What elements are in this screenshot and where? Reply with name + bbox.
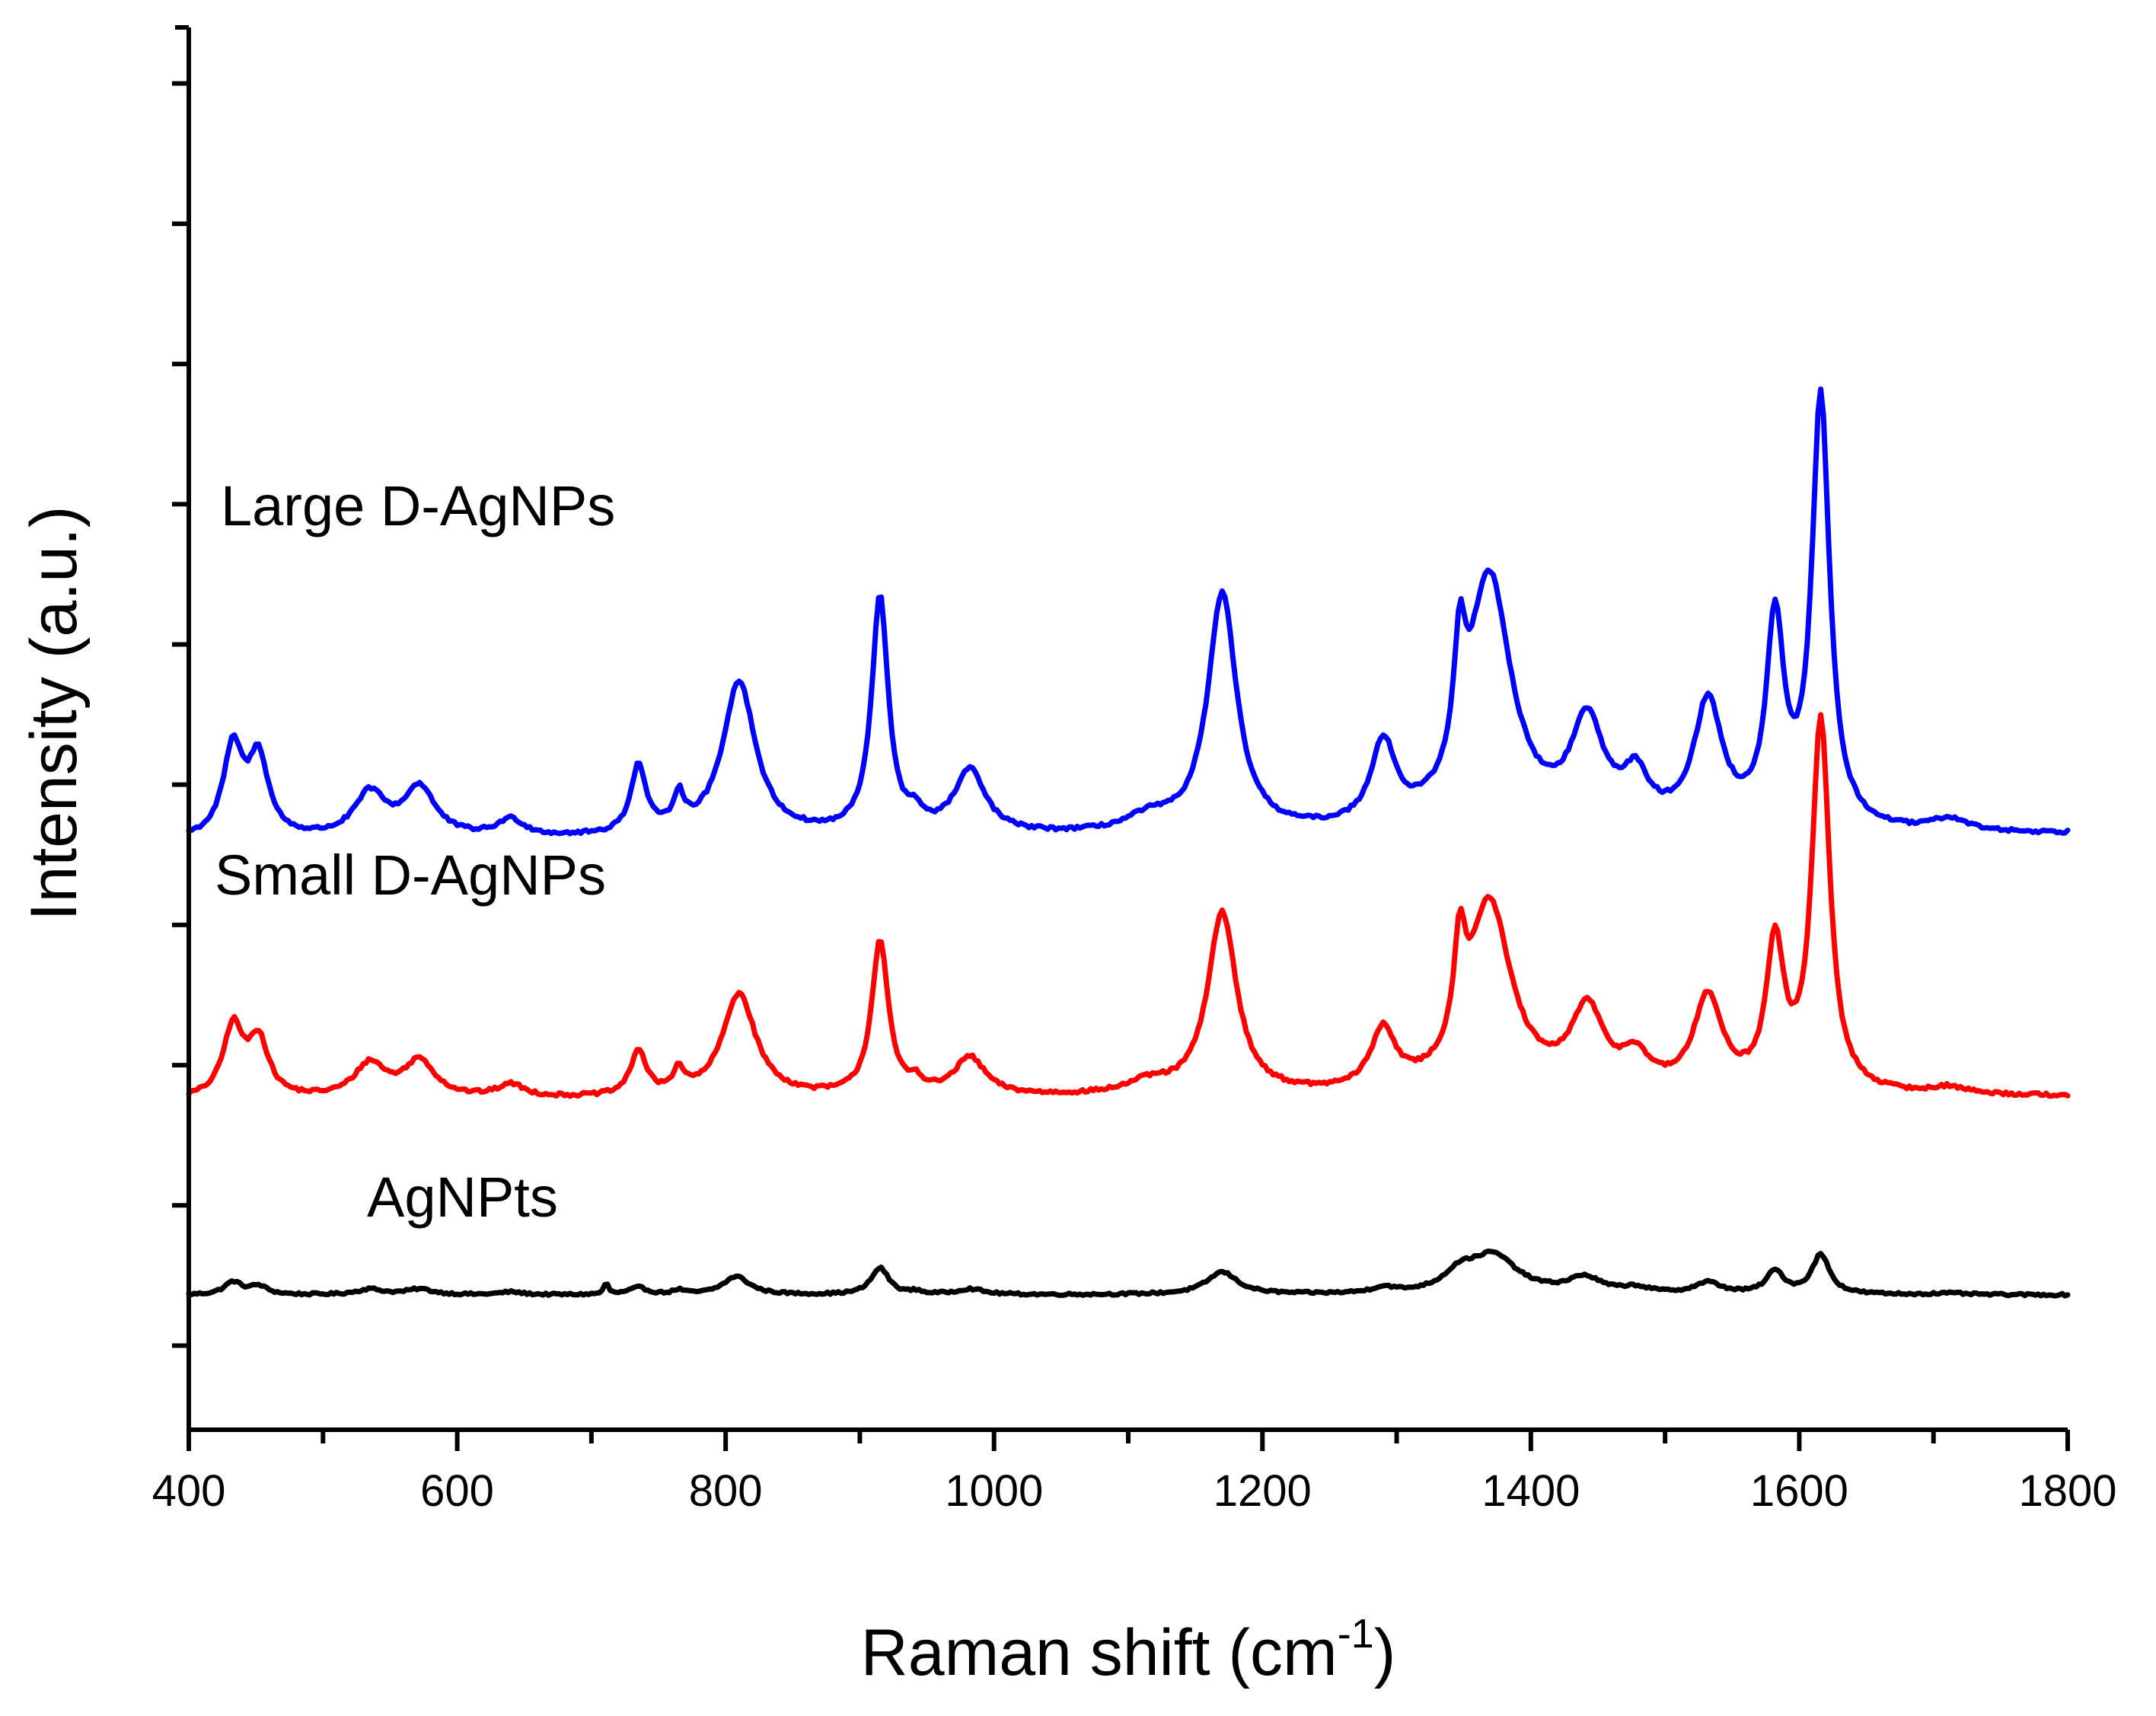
x-tick-label-1800: 1800 [2018,1466,2116,1516]
x-axis-title-superscript: -1 [1338,1611,1374,1657]
x-tick-label-600: 600 [420,1466,494,1516]
series-line-small-d-agnps [186,712,2071,1099]
x-tick-label-800: 800 [689,1466,763,1516]
series-layer [186,386,2071,1299]
x-axis-title-main: Raman shift (cm [861,1616,1338,1689]
x-tick-label-1000: 1000 [945,1466,1043,1516]
x-tick-label-1600: 1600 [1750,1466,1848,1516]
series-label-large-d-agnps: Large D-AgNPs [221,474,615,537]
series-label-agnpts: AgNPts [367,1166,558,1229]
series-label-small-d-agnps: Small D-AgNPs [215,844,606,907]
y-axis-title: Intensity (a.u.) [18,506,91,921]
label-layer: Raman shift (cm-1) Intensity (a.u.) AgNPts… [18,474,1395,1689]
x-tick-label-1400: 1400 [1481,1466,1580,1516]
axes-layer: 400 600 800 1000 1200 1400 1600 1800 [152,25,2117,1516]
x-tick-label-400: 400 [152,1466,226,1516]
x-tick-label-1200: 1200 [1214,1466,1312,1516]
x-axis-title: Raman shift (cm-1) [861,1611,1396,1689]
series-line-large-d-agnps [186,386,2071,837]
series-line-agnpts [186,1249,2071,1299]
x-axis-title-suffix: ) [1374,1616,1396,1689]
